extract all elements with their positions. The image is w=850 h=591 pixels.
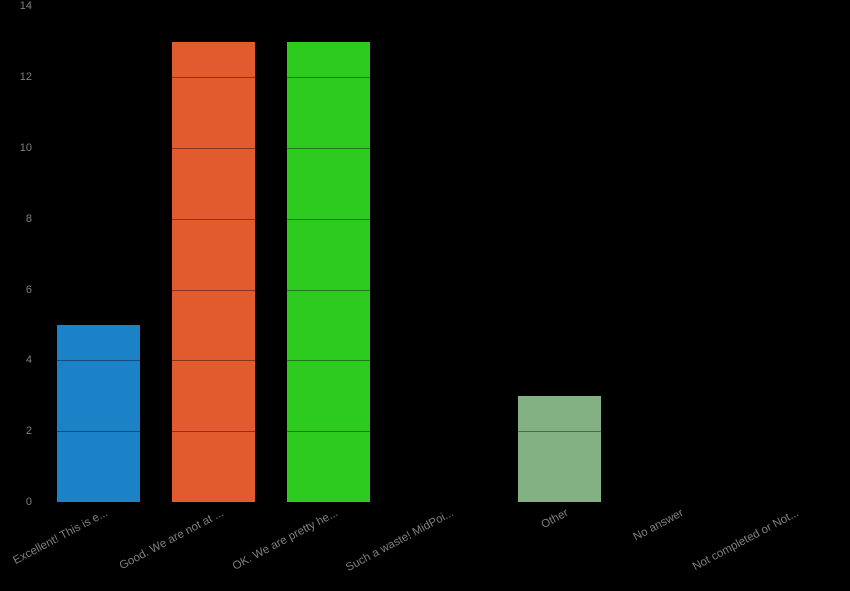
gridline (41, 148, 847, 149)
bar (172, 41, 256, 502)
x-axis-label: OK. We are pretty he... (231, 507, 341, 573)
bar (57, 325, 141, 502)
x-axis-label: Other (539, 507, 571, 532)
y-axis-tick-label: 2 (25, 425, 32, 437)
x-axis-label: Good. We are not at ... (117, 507, 226, 573)
gridline (41, 360, 847, 361)
y-axis-tick-label: 14 (19, 0, 32, 12)
x-axis-label: Not completed or Not... (691, 507, 802, 574)
gridline (41, 290, 847, 291)
gridline (41, 502, 847, 503)
y-axis-tick-label: 0 (25, 496, 32, 508)
bar (287, 41, 371, 502)
gridline (41, 431, 847, 432)
y-axis-tick-label: 6 (25, 284, 32, 296)
x-axis-label: No answer (631, 507, 686, 544)
x-axis-label: Excellent! This is e... (11, 507, 111, 568)
y-axis-tick-label: 8 (25, 213, 32, 225)
gridline (41, 6, 847, 7)
x-axis-label: Such a waste! MidPoi... (343, 507, 456, 575)
y-axis-tick-label: 4 (25, 354, 32, 366)
gridline (41, 77, 847, 78)
gridline (41, 219, 847, 220)
bar (517, 395, 601, 502)
y-axis-tick-label: 12 (19, 71, 32, 83)
y-axis-tick-label: 10 (19, 142, 32, 154)
